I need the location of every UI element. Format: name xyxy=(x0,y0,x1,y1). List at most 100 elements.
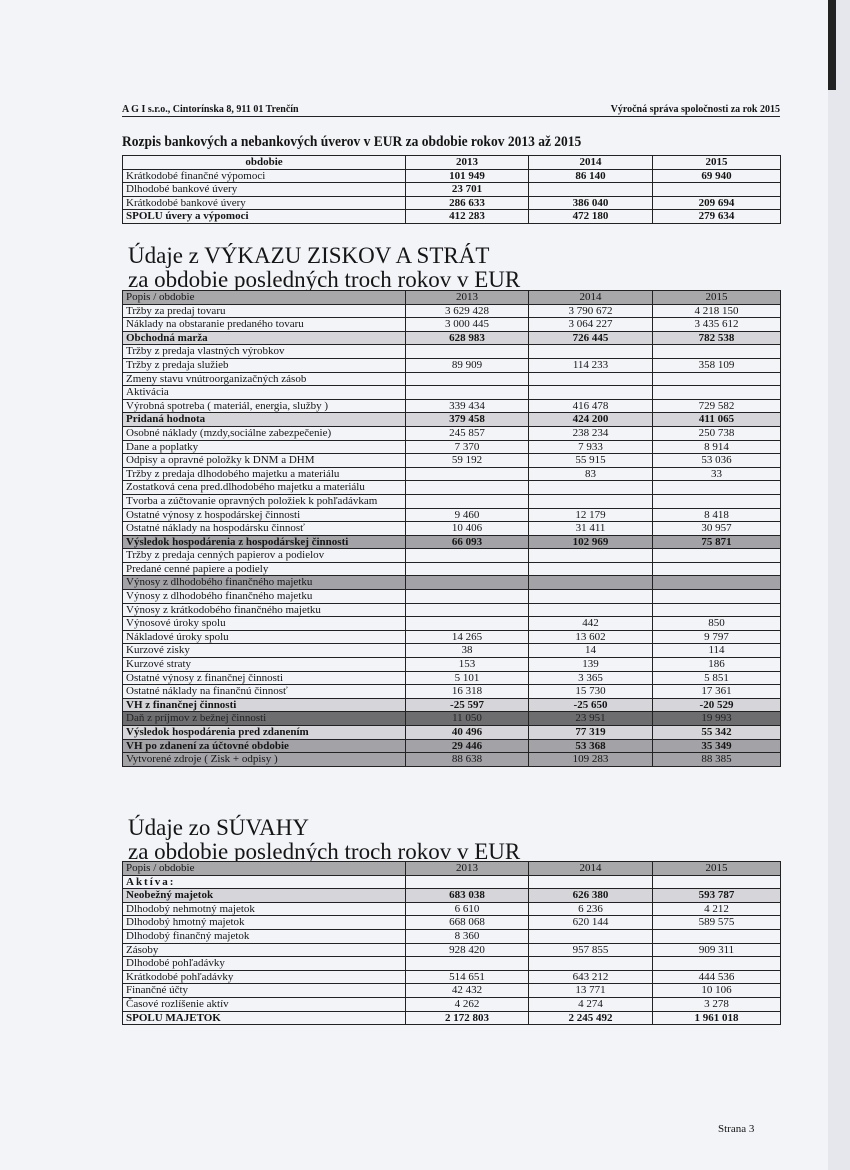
value-cell: 442 xyxy=(528,616,653,631)
value-cell xyxy=(528,874,653,890)
value-cell: 3 278 xyxy=(652,996,781,1012)
table-row: Zostatková cena pred.dlhodobého majetku … xyxy=(122,480,781,495)
page-header: A G I s.r.o., Cintorínska 8, 911 01 Tren… xyxy=(122,104,780,117)
loans-table: obdobie 2013 2014 2015 Krátkodobé finančné v… xyxy=(122,155,781,224)
value-cell: 928 420 xyxy=(405,942,529,958)
value-cell: 386 040 xyxy=(528,195,653,211)
table-row: Výrobná spotreba ( materiál, energia, sl… xyxy=(122,398,781,414)
table-row: Tržby z predaja služieb 89 909 114 233 358 … xyxy=(122,357,781,373)
row-label: Odpisy a opravné položky k DNM a DHM xyxy=(122,453,406,468)
value-cell: 8 360 xyxy=(405,928,529,944)
value-cell: 86 140 xyxy=(528,168,653,184)
page-number: Strana 3 xyxy=(718,1123,755,1135)
value-cell xyxy=(652,371,781,387)
profit-loss-table: Popis / obdobie 2013 2014 2015 Tržby za pred… xyxy=(122,290,781,767)
value-cell: 29 446 xyxy=(405,738,529,754)
row-label: Finančné účty xyxy=(122,983,406,998)
value-cell: 102 969 xyxy=(528,534,653,550)
value-cell: 17 361 xyxy=(652,684,781,699)
value-cell: 7 933 xyxy=(528,439,653,455)
value-cell xyxy=(405,874,529,890)
table-row: Tržby z predaja dlhodobého majetku a mat… xyxy=(122,466,781,482)
row-label: Obchodná marža xyxy=(122,330,406,346)
value-cell: 186 xyxy=(652,657,781,672)
value-cell: 2015 xyxy=(652,861,781,876)
table-row: Vytvorené zdroje ( Zisk + odpisy ) 88 638… xyxy=(122,752,781,767)
value-cell: 14 xyxy=(528,643,653,659)
value-cell xyxy=(405,371,529,387)
value-cell: 358 109 xyxy=(652,357,781,373)
value-cell: 424 200 xyxy=(528,412,653,427)
value-cell: 279 634 xyxy=(652,209,781,224)
row-label: Pridaná hodnota xyxy=(122,412,406,427)
row-label: Ostatné náklady na hospodársku činnosť xyxy=(122,521,406,536)
value-cell: 643 212 xyxy=(528,969,653,985)
value-cell xyxy=(528,928,653,944)
value-cell: 782 538 xyxy=(652,330,781,346)
value-cell: 33 xyxy=(652,466,781,482)
value-cell: 2013 xyxy=(405,290,529,305)
value-cell: 89 909 xyxy=(405,357,529,373)
value-cell: 30 957 xyxy=(652,521,781,536)
value-cell: 1 961 018 xyxy=(652,1010,781,1026)
row-label: Výrobná spotreba ( materiál, energia, sl… xyxy=(122,398,406,414)
value-cell xyxy=(652,602,781,618)
pl-subtitle: za obdobie posledných troch rokov v EUR xyxy=(128,267,521,292)
loans-title: Rozpis bankových a nebankových úverov v … xyxy=(122,134,582,150)
value-cell xyxy=(528,480,653,495)
value-cell: 472 180 xyxy=(528,209,653,224)
value-cell: 31 411 xyxy=(528,521,653,536)
table-row: Odpisy a opravné položky k DNM a DHM 59 1… xyxy=(122,453,781,468)
report-title: Výročná správa spoločnosti za rok 2015 xyxy=(610,104,780,115)
value-cell: 13 602 xyxy=(528,629,653,645)
value-cell: 286 633 xyxy=(405,195,529,211)
value-cell: 2014 xyxy=(528,155,653,170)
value-cell: 514 651 xyxy=(405,969,529,985)
value-cell xyxy=(528,548,653,563)
value-cell: -25 650 xyxy=(528,697,653,713)
table-row: Pridaná hodnota 379 458 424 200 411 065 xyxy=(122,412,781,427)
table-row: Zásoby 928 420 957 855 909 311 xyxy=(122,942,781,958)
value-cell: 683 038 xyxy=(405,888,529,903)
value-cell: 12 179 xyxy=(528,507,653,523)
table-row: Výnosy z dlhodobého finančného majetku xyxy=(122,575,781,591)
row-label: Krátkodobé bankové úvery xyxy=(122,195,406,211)
value-cell: 3 064 227 xyxy=(528,317,653,332)
value-cell xyxy=(528,561,653,577)
value-cell: 2015 xyxy=(652,155,781,170)
value-cell: 139 xyxy=(528,657,653,672)
row-label: Dlhodobý hmotný majetok xyxy=(122,915,406,930)
value-cell: 19 993 xyxy=(652,711,781,726)
value-cell: 5 101 xyxy=(405,670,529,686)
value-cell: 668 068 xyxy=(405,915,529,930)
value-cell xyxy=(652,561,781,577)
value-cell: 909 311 xyxy=(652,942,781,958)
value-cell: 53 036 xyxy=(652,453,781,468)
value-cell xyxy=(405,602,529,618)
value-cell: 6 236 xyxy=(528,901,653,917)
company-address: A G I s.r.o., Cintorínska 8, 911 01 Tren… xyxy=(122,104,299,115)
value-cell: -20 529 xyxy=(652,697,781,713)
value-cell xyxy=(652,956,781,971)
value-cell xyxy=(405,466,529,482)
row-label: Náklady na obstaranie predaného tovaru xyxy=(122,317,406,332)
value-cell: 2014 xyxy=(528,861,653,876)
row-label: Tržby z predaja cenných papierov a podie… xyxy=(122,548,406,563)
value-cell: 83 xyxy=(528,466,653,482)
value-cell: 10 406 xyxy=(405,521,529,536)
row-label: Výnosy z krátkodobého finančného majetku xyxy=(122,602,406,618)
row-label: VH po zdanení za účtovné obdobie xyxy=(122,738,406,754)
value-cell xyxy=(528,371,653,387)
table-row: Výsledok hospodárenia pred zdanením 40 49… xyxy=(122,725,781,740)
value-cell: 23 701 xyxy=(405,182,529,197)
row-label: Tržby z predaja vlastných výrobkov xyxy=(122,344,406,359)
row-label: Výnosové úroky spolu xyxy=(122,616,406,631)
row-label: Kurzové straty xyxy=(122,657,406,672)
value-cell: 238 234 xyxy=(528,425,653,441)
row-label: Výnosy z dlhodobého finančného majetku xyxy=(122,589,406,604)
value-cell: 75 871 xyxy=(652,534,781,550)
table-row: Neobežný majetok 683 038 626 380 593 787 xyxy=(122,888,781,903)
table-row: Dlhodobý nehmotný majetok 6 610 6 236 4 212 xyxy=(122,901,781,917)
table-header-row: obdobie 2013 2014 2015 xyxy=(122,155,781,170)
table-row: Finančné účty 42 432 13 771 10 106 xyxy=(122,983,781,998)
